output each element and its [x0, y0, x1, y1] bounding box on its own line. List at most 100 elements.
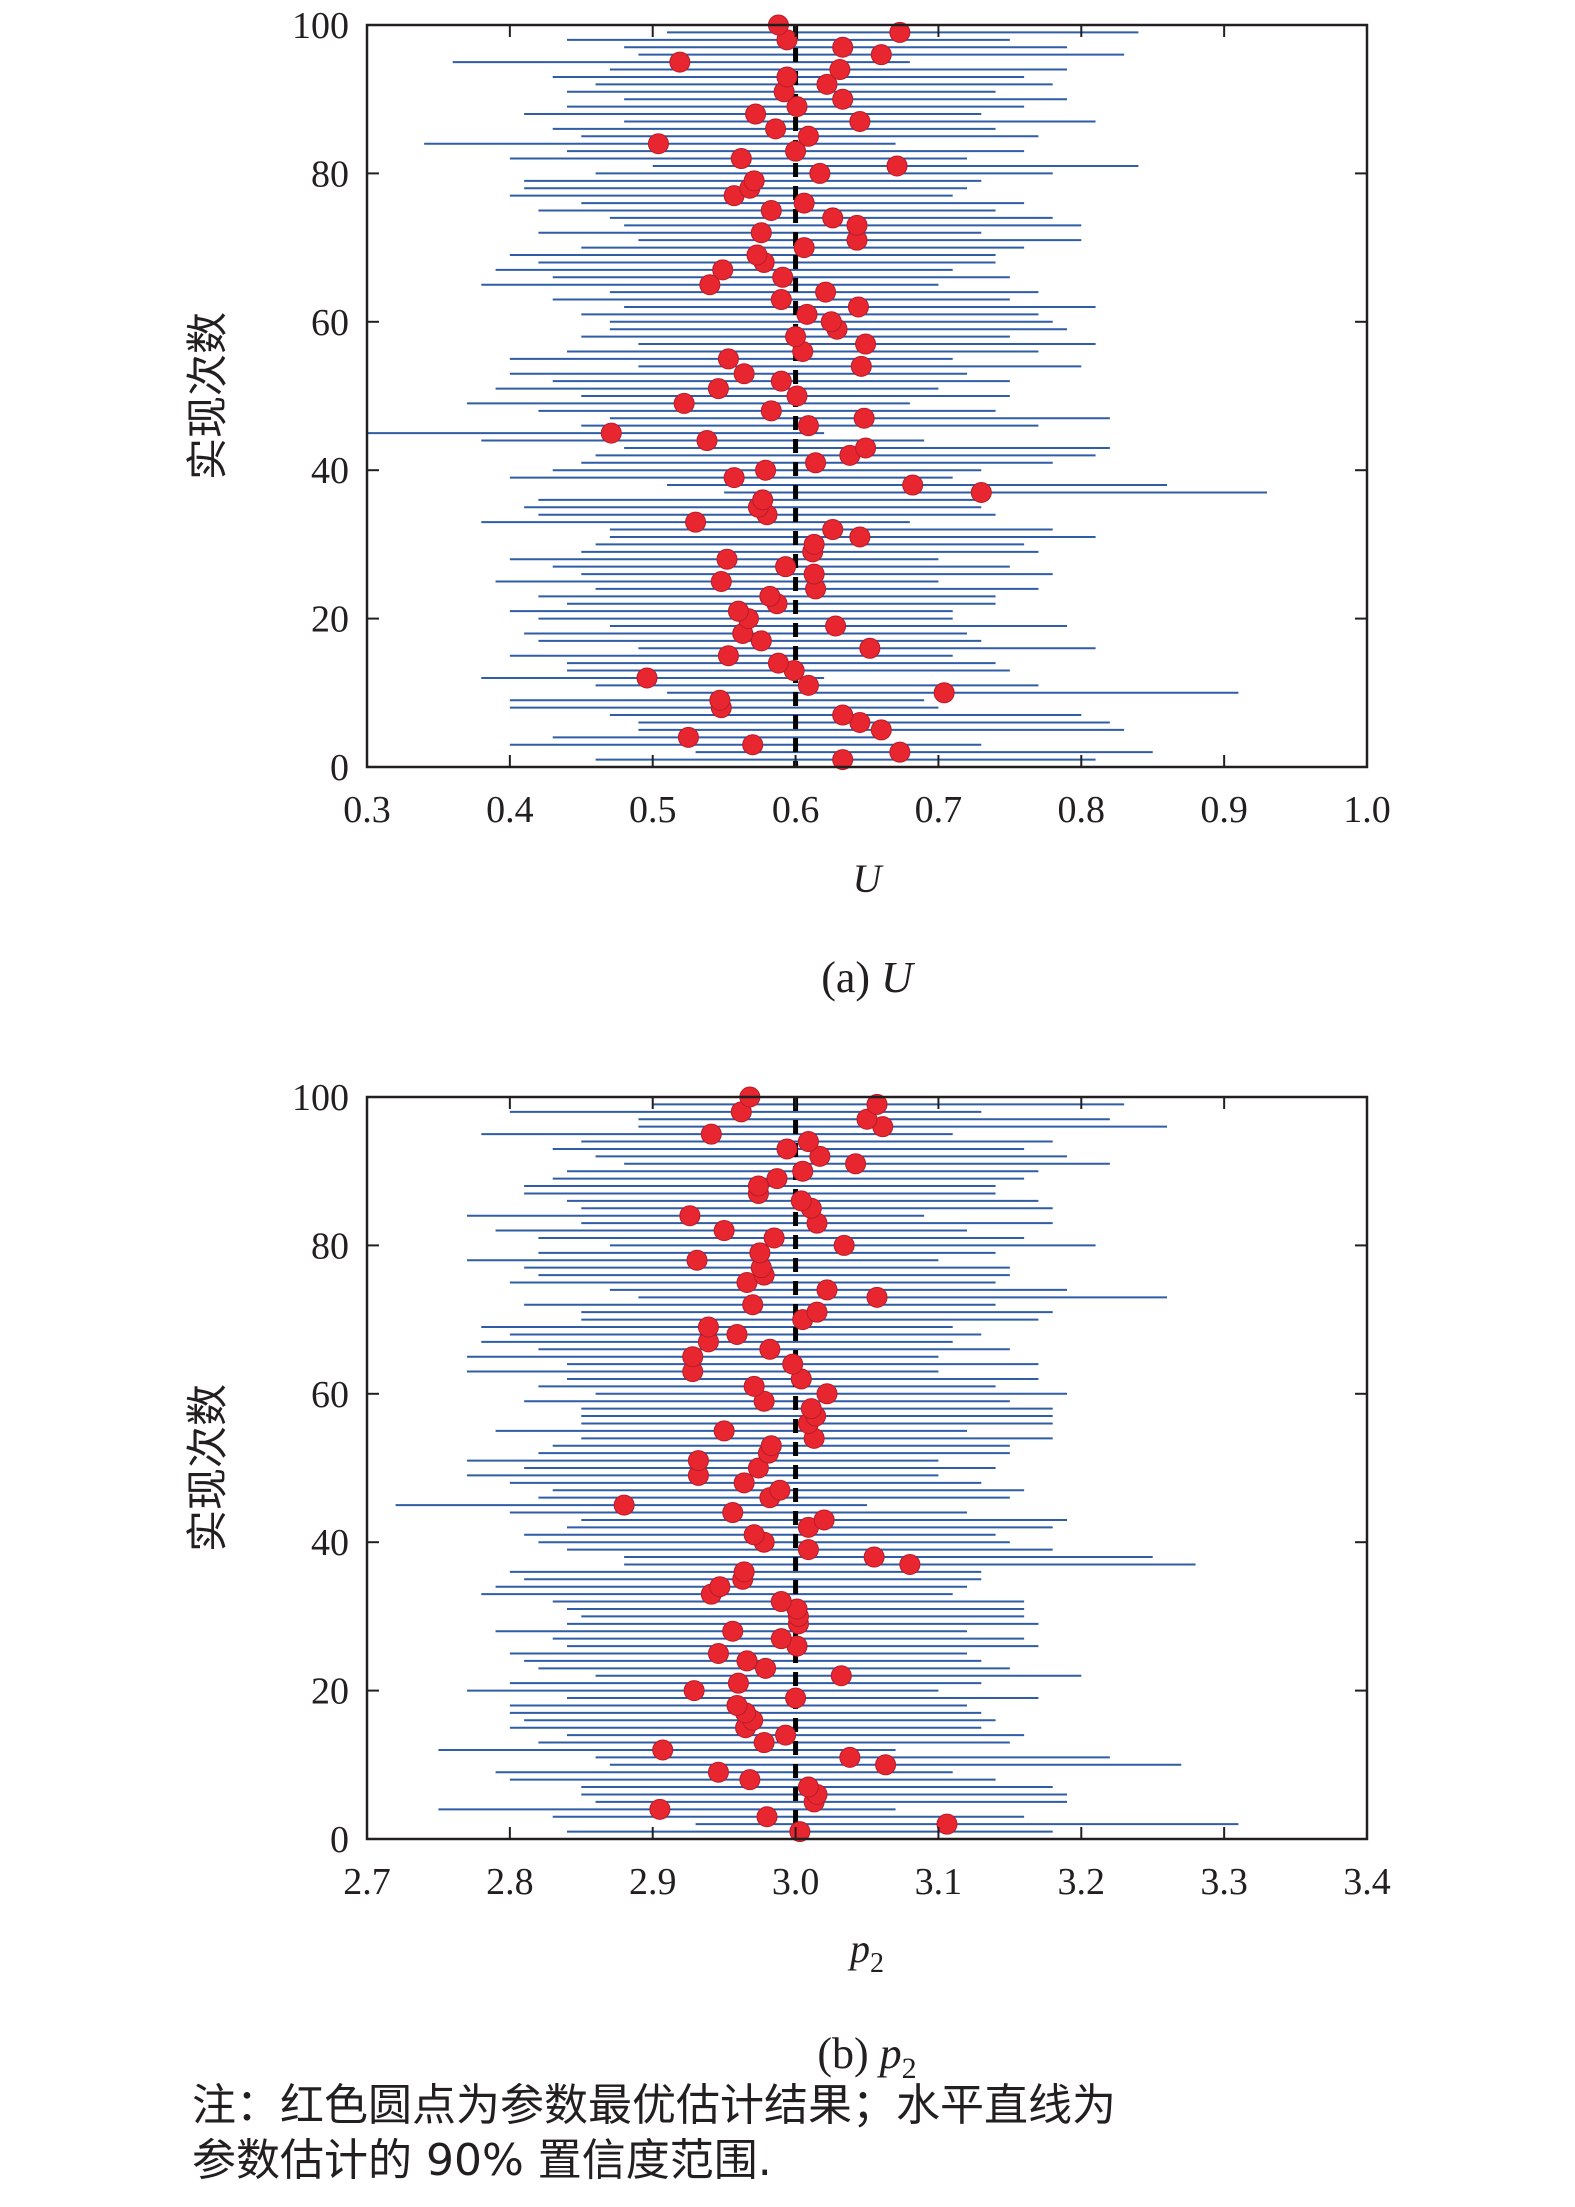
estimate-dot: [759, 1338, 781, 1360]
caption-prefix: (b): [817, 2029, 879, 2078]
estimate-dot: [815, 281, 837, 303]
estimate-dot: [855, 333, 877, 355]
estimate-dot: [772, 266, 794, 288]
estimate-dot: [825, 615, 847, 637]
estimate-dot: [839, 1746, 861, 1768]
estimate-dot: [822, 519, 844, 541]
estimate-dot: [753, 1390, 775, 1412]
x-axis-title: p2: [847, 1926, 884, 1979]
estimate-dot: [649, 1798, 671, 1820]
estimate-dot: [726, 1694, 748, 1716]
estimate-dot: [803, 533, 825, 555]
estimate-dot: [647, 133, 669, 155]
x-axis-title-sub: 2: [870, 1948, 884, 1979]
x-tick-label: 3.0: [772, 1861, 820, 1903]
estimate-dot: [733, 1472, 755, 1494]
estimate-dot: [793, 192, 815, 214]
panel-b-chart: 2.7 2.8 2.9 3.0 3.1 3.2 3.3 3.4 0 20 40 60 80 100 实现次数…: [183, 1077, 1391, 2085]
estimate-dot: [716, 548, 738, 570]
x-tick-label: 0.3: [343, 789, 391, 831]
estimate-dot: [750, 630, 772, 652]
estimate-dot: [797, 1776, 819, 1798]
estimate-dot: [743, 1375, 765, 1397]
estimate-dot: [775, 1724, 797, 1746]
estimate-dot: [870, 44, 892, 66]
estimate-dot: [832, 88, 854, 110]
estimate-dot: [776, 66, 798, 88]
estimate-dot: [832, 749, 854, 771]
x-tick-label: 3.4: [1343, 1861, 1391, 1903]
estimate-dot: [710, 571, 732, 592]
estimate-dot: [699, 274, 721, 296]
estimate-dot: [899, 1553, 921, 1575]
estimate-dots: [613, 1086, 958, 1843]
plot-frame: [365, 1095, 1369, 1841]
estimate-dot: [785, 1687, 807, 1709]
estimate-dot: [849, 526, 871, 548]
x-tick-label: 0.5: [629, 789, 677, 831]
estimate-dot: [763, 1227, 785, 1249]
estimate-dot: [696, 430, 718, 452]
estimate-dot: [770, 370, 792, 392]
y-tick-label: 40: [311, 450, 349, 492]
panel-caption: (a) U: [821, 953, 916, 1002]
estimate-dot: [613, 1494, 635, 1516]
estimate-dot: [687, 1450, 709, 1472]
estimate-dot: [770, 1628, 792, 1650]
estimate-dot: [792, 1160, 814, 1182]
estimate-dot: [797, 125, 819, 147]
estimate-dot: [677, 726, 699, 748]
x-tick-label: 2.9: [629, 1861, 677, 1903]
y-tick-label: 20: [311, 599, 349, 641]
estimate-dot: [760, 200, 782, 221]
panel-a-chart: 0.3 0.4 0.5 0.6 0.7 0.8 0.9 1.0 0 20 40 60 80 100 实现次数…: [183, 5, 1391, 1002]
estimate-dot: [816, 1279, 838, 1301]
estimate-dot: [776, 1138, 798, 1160]
estimate-dot: [742, 1294, 764, 1316]
estimate-dot: [682, 1346, 704, 1368]
estimate-dot: [707, 378, 729, 400]
y-tick-label: 100: [292, 5, 349, 47]
estimate-dot: [849, 110, 871, 132]
caption-prefix: (a): [821, 953, 881, 1002]
estimate-dot: [866, 1093, 888, 1115]
estimate-dot: [785, 326, 807, 348]
x-tick-label: 0.8: [1058, 789, 1106, 831]
x-tick-label: 0.9: [1200, 789, 1248, 831]
estimate-dot: [709, 689, 731, 711]
caption-variable: U: [881, 953, 916, 1002]
estimate-dot: [753, 1732, 775, 1754]
estimate-dot: [770, 1591, 792, 1613]
estimate-dot: [853, 407, 875, 429]
estimate-dot: [782, 1353, 804, 1375]
x-tick-label: 3.1: [915, 1861, 963, 1903]
estimate-dot: [709, 1576, 731, 1598]
estimate-dot: [713, 1420, 735, 1442]
estimate-dot: [760, 1435, 782, 1457]
estimate-dot: [829, 59, 851, 81]
x-axis-title-base: p: [847, 1926, 870, 1971]
estimate-dot: [713, 1220, 735, 1242]
estimate-dot: [722, 1620, 744, 1642]
estimate-dot: [866, 1286, 888, 1308]
estimate-dot: [686, 1249, 708, 1271]
estimate-dot: [856, 1108, 878, 1130]
estimate-dot: [855, 437, 877, 459]
estimate-dot: [766, 1168, 788, 1190]
estimate-dot: [726, 1323, 748, 1345]
estimate-dot: [747, 1175, 769, 1197]
estimate-dot: [750, 222, 772, 244]
y-tick-label: 40: [311, 1522, 349, 1564]
estimate-dot: [755, 459, 777, 481]
x-tick-label: 0.6: [772, 789, 820, 831]
estimate-dot: [830, 1665, 852, 1687]
x-tick-label: 2.7: [343, 1861, 391, 1903]
estimate-dot: [727, 1672, 749, 1694]
estimate-dot: [832, 704, 854, 726]
estimate-dot: [745, 103, 767, 125]
estimate-dot: [769, 1479, 791, 1501]
estimate-dot: [875, 1754, 897, 1776]
estimate-dot: [833, 1234, 855, 1256]
estimate-dot: [700, 1123, 722, 1145]
estimate-dot: [707, 1761, 729, 1783]
